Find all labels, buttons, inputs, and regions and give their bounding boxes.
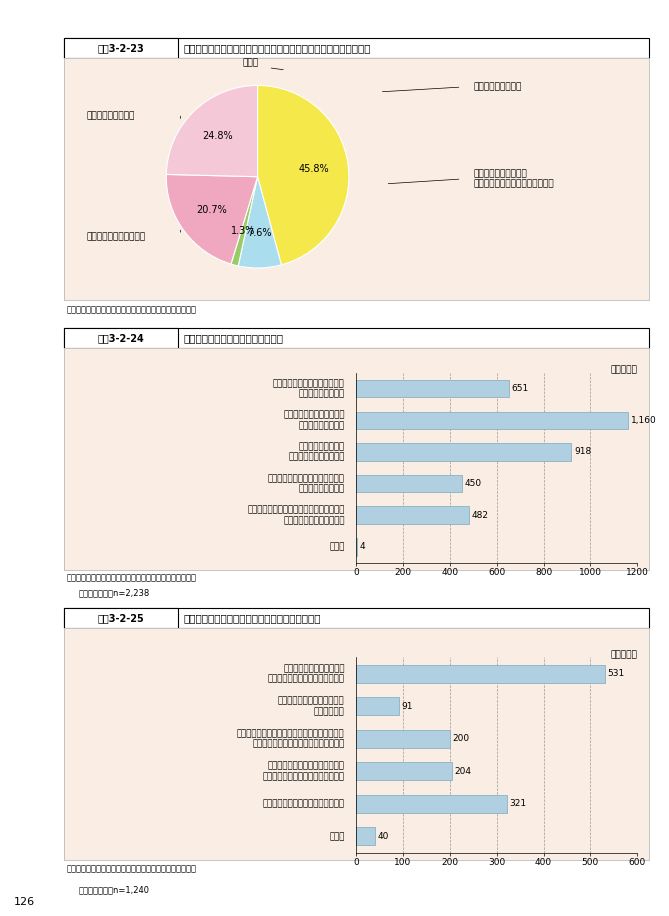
Text: 1.3%: 1.3% [231,226,256,236]
Text: 図表3-2-23: 図表3-2-23 [97,43,144,53]
Text: 貸すことは考えられない: 貸すことは考えられない [87,233,146,242]
Text: 借り手や利活用方法、
賃貸条件次第で貸すことも考える: 借り手や利活用方法、 賃貸条件次第で貸すことも考える [474,169,554,189]
Text: 1,160: 1,160 [631,416,656,425]
Text: 貸すよりも売りたい: 貸すよりも売りたい [87,112,135,121]
Bar [64,608,178,628]
Text: その他: その他 [243,59,259,68]
Text: （回答数）: （回答数） [610,650,637,660]
Text: 所有する空き地等の利活用「条件」: 所有する空き地等の利活用「条件」 [183,333,284,343]
Bar [64,38,178,58]
Wedge shape [167,85,258,177]
Bar [356,827,375,845]
Text: 651: 651 [512,384,529,393]
Text: 家族や親族の了解が得られないから: 家族や親族の了解が得られないから [263,800,345,808]
Text: 24.8%: 24.8% [203,131,233,141]
Text: 482: 482 [472,511,489,519]
Text: 91: 91 [401,702,413,711]
Bar [356,795,506,812]
Text: 45.8%: 45.8% [298,164,329,174]
Text: 自治体や町内会等で責任を持って
管理してくれること: 自治体や町内会等で責任を持って 管理してくれること [268,474,345,493]
Text: 地域での利活用になると地域との付き合い上、
管理状況について意見を言いにくいから: 地域での利活用になると地域との付き合い上、 管理状況について意見を言いにくいから [237,729,345,748]
Text: 126: 126 [13,898,35,907]
Text: 固定資産税が払える程度の
地代が得られること: 固定資産税が払える程度の 地代が得られること [283,410,345,430]
Bar [356,380,508,398]
Bar [356,507,469,524]
Text: 4: 4 [360,542,366,551]
Wedge shape [258,85,349,265]
Text: その他: その他 [329,832,345,841]
Bar [356,730,450,747]
Wedge shape [238,177,282,268]
Bar [356,443,571,461]
Text: 7.6%: 7.6% [247,228,271,238]
Bar [356,762,452,780]
Text: 注：複数回答、n=2,238: 注：複数回答、n=2,238 [78,588,149,597]
Text: より高い地代が得られる先に
貸したいから: より高い地代が得られる先に 貸したいから [278,696,345,715]
Text: 918: 918 [574,447,591,456]
Text: 地域での利活用になると地域との
付き合い上、返却を求めにくいから: 地域での利活用になると地域との 付き合い上、返却を求めにくいから [263,761,345,781]
Text: 注：複数回答、n=1,240: 注：複数回答、n=1,240 [78,885,149,894]
Text: 所有する空き地等を貸すことは考えられない理由: 所有する空き地等を貸すことは考えられない理由 [183,613,321,623]
Text: 無償で貸してもよい: 無償で貸してもよい [474,82,522,92]
Bar [64,328,178,348]
Text: 所有する空き地等の、まちづくりのための利活用に対する賃貸意向: 所有する空き地等の、まちづくりのための利活用に対する賃貸意向 [183,43,371,53]
Bar [356,697,399,715]
Text: 40: 40 [378,832,389,841]
Bar [356,474,462,492]
Text: 20.7%: 20.7% [196,205,227,215]
Bar [356,538,357,555]
Text: 図表3-2-24: 図表3-2-24 [97,333,144,343]
Text: 資料：国土交通省「空き地等に関する所有者アンケート」: 資料：国土交通省「空き地等に関する所有者アンケート」 [66,865,197,873]
Text: 204: 204 [455,767,472,776]
Wedge shape [167,174,258,264]
Wedge shape [231,177,258,266]
Text: 531: 531 [607,669,625,678]
Bar [356,411,628,429]
Text: 今後、自らの利用や賃貸、
売却の際に障害になると困るから: 今後、自らの利用や賃貸、 売却の際に障害になると困るから [268,664,345,683]
Text: 200: 200 [453,735,470,743]
Text: 今後自らが利用したり売却したりする際に
遅滞なく返してくれること: 今後自らが利用したり売却したりする際に 遅滞なく返してくれること [248,506,345,525]
Text: （回答数）: （回答数） [610,365,637,375]
Text: 資料：国土交通省「空き地等に関する所有者アンケート」: 資料：国土交通省「空き地等に関する所有者アンケート」 [66,573,197,582]
Text: 図表3-2-25: 図表3-2-25 [97,613,144,623]
Bar [356,665,605,682]
Text: 借り手が自治体等の
信頼できる先であること: 借り手が自治体等の 信頼できる先であること [288,442,345,462]
Text: 資料：国土交通省「空き地等に関する所有者アンケート」: 資料：国土交通省「空き地等に関する所有者アンケート」 [66,306,197,314]
Text: 450: 450 [464,479,482,488]
Text: 通常の商業利用等と同じ程度の
地代が得られること: 通常の商業利用等と同じ程度の 地代が得られること [273,379,345,398]
Text: 321: 321 [509,800,527,808]
Text: その他: その他 [329,542,345,551]
